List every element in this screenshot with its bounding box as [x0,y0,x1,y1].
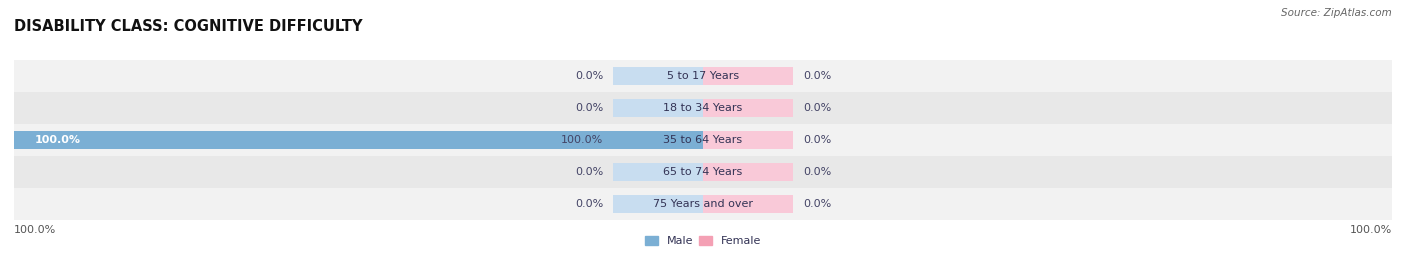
Bar [613,66,703,85]
Bar [14,124,1392,156]
Bar [703,163,793,181]
Text: 65 to 74 Years: 65 to 74 Years [664,167,742,177]
Bar [703,98,793,117]
Text: 0.0%: 0.0% [575,167,603,177]
Text: 100.0%: 100.0% [35,135,80,145]
Text: 100.0%: 100.0% [14,225,56,235]
Text: 0.0%: 0.0% [803,71,831,81]
Text: 0.0%: 0.0% [803,103,831,113]
Text: 0.0%: 0.0% [575,103,603,113]
Text: 0.0%: 0.0% [803,199,831,209]
Bar [613,163,703,181]
Text: 18 to 34 Years: 18 to 34 Years [664,103,742,113]
Text: 0.0%: 0.0% [803,135,831,145]
Bar [703,66,793,85]
Text: 75 Years and over: 75 Years and over [652,199,754,209]
Bar [613,195,703,213]
Legend: Male, Female: Male, Female [640,231,766,250]
Bar [613,130,703,149]
Bar [14,60,1392,92]
Bar [703,130,793,149]
Text: 0.0%: 0.0% [575,199,603,209]
Bar [14,130,703,149]
Text: 35 to 64 Years: 35 to 64 Years [664,135,742,145]
Bar [703,195,793,213]
Bar [14,188,1392,220]
Text: 5 to 17 Years: 5 to 17 Years [666,71,740,81]
Text: 0.0%: 0.0% [575,71,603,81]
Text: 0.0%: 0.0% [803,167,831,177]
Text: 100.0%: 100.0% [561,135,603,145]
Text: Source: ZipAtlas.com: Source: ZipAtlas.com [1281,8,1392,18]
Bar [613,98,703,117]
Bar [14,92,1392,124]
Text: DISABILITY CLASS: COGNITIVE DIFFICULTY: DISABILITY CLASS: COGNITIVE DIFFICULTY [14,19,363,34]
Text: 100.0%: 100.0% [1350,225,1392,235]
Bar [14,156,1392,188]
